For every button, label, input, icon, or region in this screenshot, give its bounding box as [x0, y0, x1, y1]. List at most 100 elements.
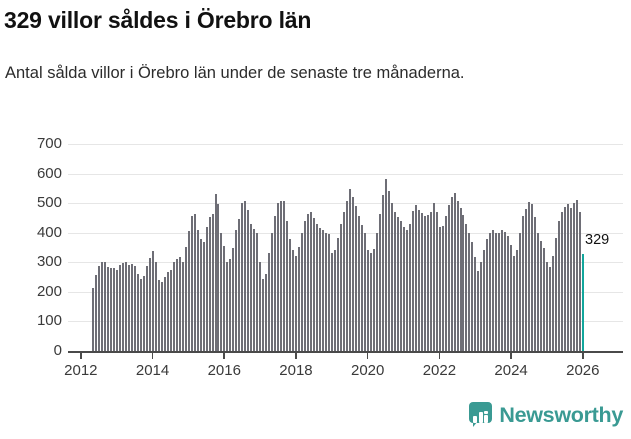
bar [462, 214, 465, 351]
bar [178, 256, 181, 351]
highlight-value-label: 329 [585, 231, 610, 248]
x-tick-mark [582, 351, 584, 359]
bar [570, 208, 573, 351]
bar [157, 280, 160, 351]
gridline-400 [68, 232, 623, 234]
bar [322, 230, 325, 351]
bar [435, 212, 438, 351]
bar [97, 265, 100, 351]
bar [390, 203, 393, 351]
bar [205, 226, 208, 351]
bar [244, 200, 247, 351]
bar [513, 255, 516, 351]
y-tick-label: 200 [36, 282, 62, 300]
bar [396, 217, 399, 351]
bar [118, 265, 121, 351]
bar [274, 216, 277, 351]
bar [558, 220, 561, 351]
bar [432, 202, 435, 351]
y-tick-label: 400 [36, 223, 62, 241]
bar [387, 191, 390, 351]
bar [127, 264, 130, 351]
bar [474, 256, 477, 351]
bar [348, 188, 351, 351]
gridline-700 [68, 144, 623, 145]
bar [540, 241, 543, 351]
bar [447, 204, 450, 351]
bar [280, 200, 283, 351]
bar [265, 273, 268, 351]
bar [217, 203, 220, 351]
bar [211, 213, 214, 351]
bar [166, 271, 169, 351]
bar [193, 214, 196, 351]
gridline-500 [68, 203, 623, 205]
x-tick-label: 2018 [279, 362, 313, 379]
bar [253, 229, 256, 351]
bar [402, 226, 405, 351]
bar [405, 229, 408, 351]
bar [549, 266, 552, 351]
bar [444, 216, 447, 351]
x-tick-mark [366, 351, 369, 359]
bar [576, 200, 579, 351]
bar [328, 233, 331, 351]
bar [393, 212, 396, 351]
bar [423, 216, 426, 351]
bar [480, 262, 483, 351]
bar [351, 197, 354, 351]
bar [564, 206, 567, 351]
bar [220, 232, 223, 351]
y-tick-label: 500 [36, 194, 62, 212]
bar [154, 262, 157, 351]
bar-chart-speech-bubble-icon [469, 402, 493, 428]
bar [277, 203, 280, 351]
bar [372, 248, 375, 351]
bar [313, 217, 316, 351]
bar [531, 203, 534, 351]
bar [561, 212, 564, 351]
bar [465, 223, 468, 351]
bar [375, 232, 378, 351]
bubble-tail [473, 421, 479, 427]
bar [378, 214, 381, 351]
bar [262, 278, 265, 351]
bar [345, 200, 348, 351]
bar [516, 250, 519, 351]
bar [483, 250, 486, 351]
bar [196, 229, 199, 351]
bar [235, 229, 238, 351]
bar [495, 232, 498, 351]
x-tick-label: 2012 [64, 362, 98, 379]
bar [567, 203, 570, 351]
x-tick-label: 2022 [422, 362, 457, 379]
bar [325, 232, 328, 351]
bar [247, 209, 250, 351]
bar [223, 246, 226, 351]
bar [492, 230, 495, 351]
bar [366, 249, 369, 351]
bar [92, 288, 94, 351]
logo-bar-3 [484, 415, 489, 423]
bar [546, 262, 549, 351]
bar-highlighted [582, 253, 584, 351]
bar [477, 271, 480, 351]
bar [417, 209, 420, 351]
bar [181, 262, 184, 351]
bar [169, 269, 172, 351]
bar [142, 276, 145, 351]
bar [229, 259, 232, 351]
bar [381, 194, 384, 351]
y-tick-label: 0 [53, 342, 62, 359]
gridline-600 [68, 173, 623, 175]
bar [160, 282, 163, 351]
bar [214, 194, 217, 351]
page-title: 329 villor såldes i Örebro län [4, 7, 312, 33]
bar [319, 227, 322, 351]
bar [453, 192, 456, 351]
bar [552, 256, 555, 351]
bar [295, 256, 298, 351]
bar [190, 216, 193, 351]
bar [139, 278, 142, 351]
